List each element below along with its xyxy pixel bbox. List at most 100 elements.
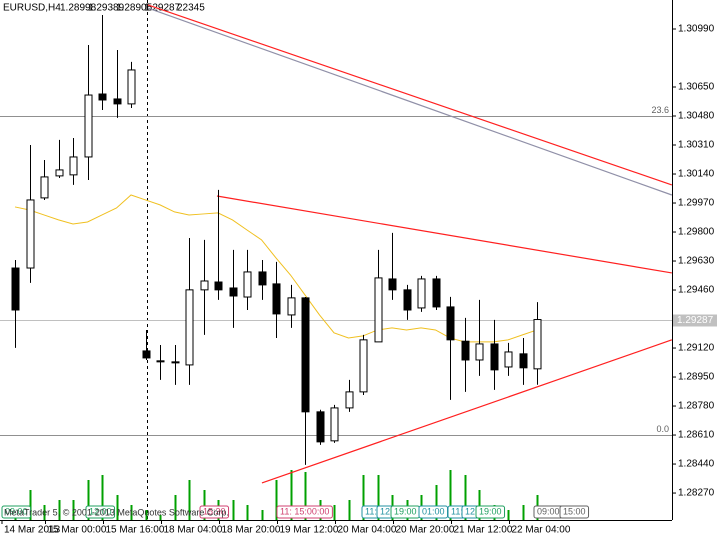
candle-body (374, 277, 383, 343)
candle-body (11, 267, 20, 311)
time-marker: 15:30 (199, 505, 230, 519)
candle-body (316, 411, 325, 443)
candle-body (69, 156, 78, 176)
time-marker-box (559, 505, 590, 519)
candle-body (272, 283, 281, 315)
candle-body (345, 391, 354, 409)
x-tick-label: 18 Mar 04:00 (164, 525, 223, 536)
trendline (261, 339, 673, 484)
time-marker-box (475, 505, 506, 519)
time-marker-label: 19:00 (479, 506, 502, 516)
candle-body (490, 343, 499, 371)
candle-body (185, 289, 194, 366)
candle-body (171, 361, 180, 364)
candle-body (446, 306, 455, 341)
candle-body (200, 280, 209, 291)
candle-body (84, 94, 93, 158)
candle-body (461, 340, 470, 361)
fibo-label: 0.0 (656, 424, 669, 434)
time-marker: 09:00 (533, 505, 564, 519)
header-high: 1.29389 (88, 3, 125, 14)
time-marker-label: 19:00 (394, 506, 417, 516)
candle-body (519, 353, 528, 369)
time-marker-label: 09:00 (537, 506, 560, 516)
header-open: 1.28998 (60, 3, 97, 14)
y-tick-label: 1.28780 (678, 401, 715, 412)
time-marker: 11: (447, 505, 467, 519)
candle-body (113, 98, 122, 105)
candle-body (432, 278, 441, 308)
header-close: 1.29287 (144, 3, 181, 14)
time-marker-label: 15:30 (203, 506, 226, 516)
y-tick-label: 1.29460 (678, 285, 715, 296)
time-marker-box (276, 505, 333, 519)
x-tick-label: 20 Mar 04:00 (338, 525, 397, 536)
candle-body (504, 351, 513, 368)
candle-body (127, 69, 136, 105)
x-tick-label: 21 Mar 12:00 (454, 525, 513, 536)
candle-body (403, 289, 412, 311)
x-tick-label: 22 Mar 04:00 (512, 525, 571, 536)
candle-body (55, 169, 64, 177)
y-tick-label: 1.29120 (678, 343, 715, 354)
x-tick-label: 20 Mar 20:00 (396, 525, 455, 536)
candle-body (229, 287, 238, 297)
candle-body (301, 297, 310, 413)
symbol-label: EURUSD,H4 (3, 3, 61, 14)
time-marker: 01:00 (418, 505, 449, 519)
price-box-label: 1.29287 (677, 315, 714, 326)
y-tick-label: 1.30140 (678, 169, 715, 180)
y-tick-label: 1.28610 (678, 430, 715, 441)
time-marker-label: 11: (365, 506, 377, 516)
time-marker-label: 15:00 (563, 506, 586, 516)
time-marker-label: 11: (451, 506, 463, 516)
time-marker: 11: 15:00:00 (276, 505, 333, 519)
copyright: MetaTrader 5, © 2001-2013 MetaQuotes Sof… (4, 507, 229, 517)
candle-body (98, 93, 107, 101)
time-marker: 09:00 (1, 505, 32, 519)
candle-body (156, 360, 165, 363)
fibo-label: 23.6 (651, 105, 669, 115)
candle-body (475, 343, 484, 361)
time-marker-label: 12:00 (89, 506, 112, 516)
time-marker-box (1, 505, 32, 519)
time-marker-label: 12: (465, 506, 478, 516)
candle-body (26, 199, 35, 269)
time-marker-box (199, 505, 230, 519)
time-marker: 19:00 (390, 505, 421, 519)
x-tick-label: 15 Mar 00:00 (48, 525, 107, 536)
y-tick-label: 1.29800 (678, 227, 715, 238)
candle-body (40, 176, 49, 199)
header-volume: 22345 (177, 3, 205, 14)
candle-body (258, 271, 267, 286)
y-tick-label: 1.30310 (678, 140, 715, 151)
y-tick-label: 1.30990 (678, 24, 715, 35)
y-tick-label: 1.28270 (678, 488, 715, 499)
header-low: 1.28905 (116, 3, 153, 14)
candle-body (533, 319, 542, 370)
time-marker-label: 01:00 (422, 506, 445, 516)
time-marker-label: 09:00 (5, 506, 28, 516)
time-marker-label: 11: 15:00:00 (280, 506, 329, 516)
candle-body (388, 278, 397, 291)
x-tick-label: 19 Mar 12:00 (280, 525, 339, 536)
trendline (147, 4, 673, 186)
candle-body (359, 339, 368, 393)
y-tick-label: 1.29970 (678, 198, 715, 209)
candle-body (417, 278, 426, 309)
candle-body (142, 350, 151, 359)
trendline (147, 7, 673, 196)
time-marker-label: 12: (380, 506, 393, 516)
trendline (216, 195, 672, 274)
candle-body (214, 281, 223, 291)
x-tick-label: 15 Mar 16:00 (106, 525, 165, 536)
candle-body (243, 271, 252, 298)
y-tick-label: 1.30650 (678, 82, 715, 93)
y-tick-label: 1.28440 (678, 459, 715, 470)
time-marker-box (85, 505, 116, 519)
candle-body (330, 407, 339, 442)
y-tick-label: 1.30480 (678, 111, 715, 122)
time-marker: 19:00 (475, 505, 506, 519)
